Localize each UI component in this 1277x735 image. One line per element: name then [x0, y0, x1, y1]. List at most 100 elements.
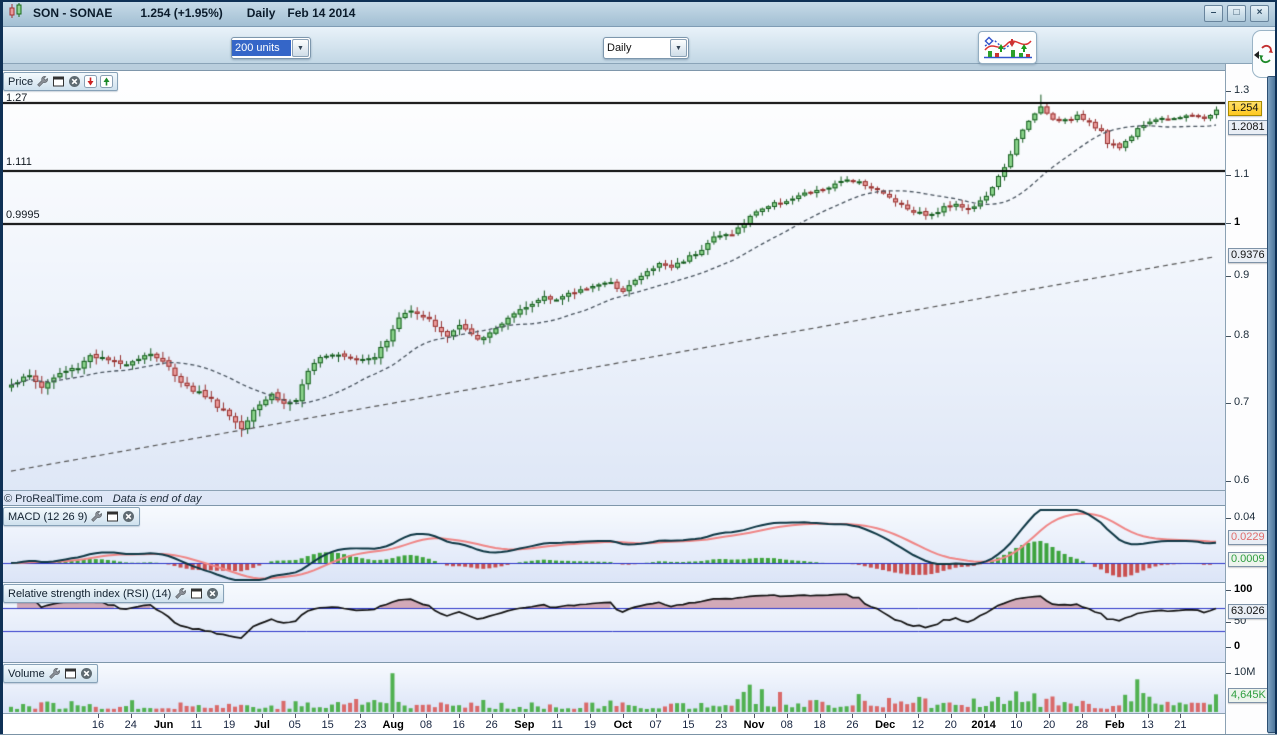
- x-axis-tick-mark: [622, 714, 624, 718]
- y-axis-tick-label: 1: [1234, 216, 1241, 228]
- x-axis-tick-mark: [655, 714, 657, 718]
- x-axis-tick-mark: [983, 714, 985, 718]
- y-axis-tick-mark: [1226, 91, 1231, 92]
- x-axis-tick-mark: [1016, 714, 1018, 718]
- macd-value-badge: 0.0229: [1228, 530, 1268, 545]
- settings-wrench-icon[interactable]: [48, 667, 61, 680]
- x-axis-tick-mark: [754, 714, 755, 718]
- x-axis-label: 10: [1010, 719, 1023, 731]
- x-axis-label: Sep: [514, 719, 535, 731]
- new-window-icon[interactable]: [190, 587, 203, 600]
- volume-chart-canvas[interactable]: [0, 663, 1225, 714]
- close-button[interactable]: ×: [1250, 5, 1269, 22]
- symbol-name: SON - SONAE: [33, 6, 113, 20]
- x-axis-tick-mark: [590, 714, 591, 718]
- y-axis-tick-label: 0: [1234, 640, 1241, 652]
- x-axis-label: Nov: [743, 719, 765, 731]
- x-axis-label: 19: [583, 719, 597, 731]
- y-axis-tick-mark: [1226, 276, 1231, 277]
- level-label-2: 1.111: [6, 156, 32, 168]
- new-window-icon[interactable]: [64, 667, 77, 680]
- sell-arrow-icon[interactable]: [84, 75, 98, 88]
- title-bar[interactable]: SON - SONAE 1.254 (+1.95%) Daily Feb 14 …: [0, 0, 1277, 27]
- x-axis-label: 15: [682, 719, 695, 731]
- x-axis-tick-mark: [786, 714, 788, 718]
- x-axis-tick-mark: [327, 714, 329, 718]
- close-panel-icon[interactable]: [122, 510, 135, 523]
- price-panel-title: Price: [8, 75, 34, 88]
- x-axis-tick-mark: [557, 714, 559, 718]
- x-axis-label: 07: [649, 719, 662, 731]
- window-border-right: [1275, 0, 1277, 735]
- x-axis-tick-mark: [524, 714, 526, 718]
- close-panel-icon[interactable]: [68, 75, 81, 88]
- x-axis-label: 13: [1141, 719, 1154, 731]
- x-axis-label: 12: [911, 719, 925, 731]
- rsi-panel-title: Relative strength index (RSI) (14): [8, 587, 172, 600]
- x-axis-label: 21: [1174, 719, 1187, 731]
- y-axis-tick-label: 10M: [1234, 666, 1256, 678]
- volume-value-badge: 4,645K: [1228, 688, 1269, 703]
- collapse-panel-tab[interactable]: [1252, 30, 1277, 78]
- x-axis-tick-mark: [1049, 714, 1051, 718]
- y-axis-tick-label: 0.04: [1234, 511, 1256, 523]
- x-axis-tick-mark: [393, 714, 395, 718]
- x-axis-label: 18: [813, 719, 826, 731]
- collapse-arrow-icon: [1254, 51, 1259, 59]
- chart-style-button[interactable]: [978, 31, 1037, 64]
- x-axis-tick-mark: [360, 714, 362, 718]
- close-panel-icon[interactable]: [80, 667, 93, 680]
- x-axis-label: 16: [452, 719, 465, 731]
- x-axis-label: 11: [551, 719, 563, 731]
- x-axis-label: 26: [846, 719, 859, 731]
- x-axis-tick-mark: [229, 714, 231, 718]
- x-axis-tick-mark: [458, 714, 460, 718]
- last-quote: 1.254 (+1.95%): [140, 6, 223, 20]
- settings-wrench-icon[interactable]: [174, 587, 187, 600]
- buy-arrow-icon[interactable]: [100, 75, 114, 88]
- x-axis-label: Feb: [1105, 719, 1125, 731]
- x-axis-tick-mark: [950, 714, 952, 718]
- x-axis-label: 26: [485, 719, 498, 731]
- x-axis-label: Jul: [254, 719, 270, 731]
- settings-wrench-icon[interactable]: [36, 75, 49, 88]
- date-label: Feb 14 2014: [287, 6, 356, 20]
- x-axis-label: 20: [1043, 719, 1056, 731]
- last-price-badge: 1.254: [1228, 101, 1262, 116]
- x-axis-tick-mark: [130, 714, 132, 718]
- candlestick-icon: [7, 2, 27, 25]
- copyright-bar: © ProRealTime.com Data is end of day: [0, 490, 1229, 506]
- units-dropdown[interactable]: 200 units ▼: [231, 37, 311, 59]
- macd-signal-value-badge: 0.0009: [1228, 552, 1268, 567]
- x-axis-tick-mark: [294, 714, 296, 718]
- units-dropdown-arrow-icon[interactable]: ▼: [292, 39, 309, 57]
- price-chart-canvas[interactable]: [0, 71, 1225, 491]
- close-panel-icon[interactable]: [206, 587, 219, 600]
- volume-panel: Volume: [0, 662, 1225, 715]
- units-dropdown-value: 200 units: [232, 40, 291, 56]
- x-axis-label: Aug: [382, 719, 404, 731]
- timeframe-dropdown-arrow-icon[interactable]: ▼: [670, 39, 687, 57]
- new-window-icon[interactable]: [106, 510, 119, 523]
- x-axis-label: 19: [223, 719, 236, 731]
- x-axis-label: 15: [321, 719, 334, 731]
- x-axis-tick-mark: [196, 714, 198, 718]
- vertical-scrollbar[interactable]: [1267, 76, 1277, 733]
- x-axis-tick-mark: [918, 714, 919, 718]
- x-axis-label: 20: [944, 719, 957, 731]
- maximize-button[interactable]: □: [1227, 5, 1246, 22]
- x-axis-tick-mark: [262, 714, 263, 718]
- window-border-top: [0, 0, 1277, 2]
- y-axis-tick-label: 0.9: [1234, 269, 1250, 281]
- minimize-button[interactable]: –: [1204, 5, 1223, 22]
- y-axis-tick-label: 0.6: [1234, 474, 1250, 486]
- rsi-panel: Relative strength index (RSI) (14): [0, 582, 1225, 664]
- timeframe-dropdown[interactable]: Daily ▼: [603, 37, 689, 59]
- settings-wrench-icon[interactable]: [90, 510, 103, 523]
- volume-panel-title: Volume: [8, 667, 45, 680]
- timeframe-dropdown-value: Daily: [607, 42, 632, 54]
- macd-chart-canvas[interactable]: [0, 506, 1225, 583]
- x-axis-tick-mark: [721, 714, 723, 718]
- new-window-icon[interactable]: [52, 75, 65, 88]
